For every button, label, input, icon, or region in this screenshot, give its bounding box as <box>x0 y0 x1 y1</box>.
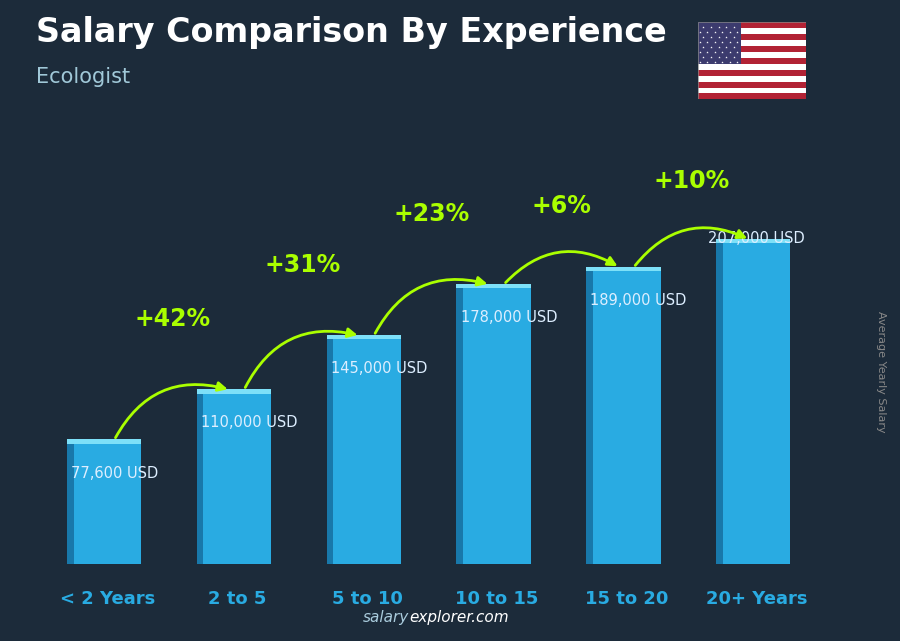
Text: 189,000 USD: 189,000 USD <box>590 293 687 308</box>
Bar <box>698 70 806 76</box>
Bar <box>586 271 593 564</box>
Bar <box>698 58 806 64</box>
Text: Salary Comparison By Experience: Salary Comparison By Experience <box>36 16 667 49</box>
Bar <box>67 444 74 564</box>
Bar <box>698 52 806 58</box>
Text: explorer.com: explorer.com <box>410 610 509 625</box>
Text: < 2 Years: < 2 Years <box>59 590 155 608</box>
Text: 145,000 USD: 145,000 USD <box>330 361 428 376</box>
Bar <box>698 22 806 28</box>
Bar <box>586 267 661 271</box>
Bar <box>197 389 271 394</box>
Text: 20+ Years: 20+ Years <box>706 590 807 608</box>
Bar <box>593 271 661 564</box>
Text: +42%: +42% <box>134 307 211 331</box>
Bar <box>333 340 400 564</box>
Bar <box>203 394 271 564</box>
Bar <box>197 394 203 564</box>
Text: +6%: +6% <box>532 194 592 218</box>
Text: +31%: +31% <box>264 253 340 277</box>
Bar <box>698 28 806 34</box>
Bar <box>716 239 790 244</box>
Bar <box>456 288 464 564</box>
Bar <box>74 444 141 564</box>
Text: 2 to 5: 2 to 5 <box>208 590 266 608</box>
Bar <box>698 34 806 40</box>
Text: 10 to 15: 10 to 15 <box>455 590 538 608</box>
Text: 110,000 USD: 110,000 USD <box>201 415 297 430</box>
Text: 5 to 10: 5 to 10 <box>331 590 402 608</box>
Text: 178,000 USD: 178,000 USD <box>461 310 557 325</box>
Bar <box>723 244 790 564</box>
Bar <box>464 288 531 564</box>
Bar <box>698 40 806 46</box>
Bar <box>698 88 806 94</box>
Bar <box>327 340 333 564</box>
Bar <box>456 284 531 288</box>
Text: 15 to 20: 15 to 20 <box>585 590 669 608</box>
Bar <box>698 64 806 70</box>
Bar <box>698 76 806 81</box>
Text: salary: salary <box>364 610 410 625</box>
Text: 207,000 USD: 207,000 USD <box>708 231 805 246</box>
Text: +23%: +23% <box>394 202 470 226</box>
Text: 77,600 USD: 77,600 USD <box>71 465 158 481</box>
Bar <box>327 335 400 340</box>
Bar <box>698 81 806 88</box>
Text: +10%: +10% <box>653 169 730 193</box>
Text: Average Yearly Salary: Average Yearly Salary <box>877 311 886 433</box>
Text: Ecologist: Ecologist <box>36 67 130 87</box>
Bar <box>698 46 806 52</box>
Bar <box>698 94 806 99</box>
Bar <box>698 22 741 64</box>
Bar <box>67 440 141 444</box>
Bar <box>716 244 723 564</box>
